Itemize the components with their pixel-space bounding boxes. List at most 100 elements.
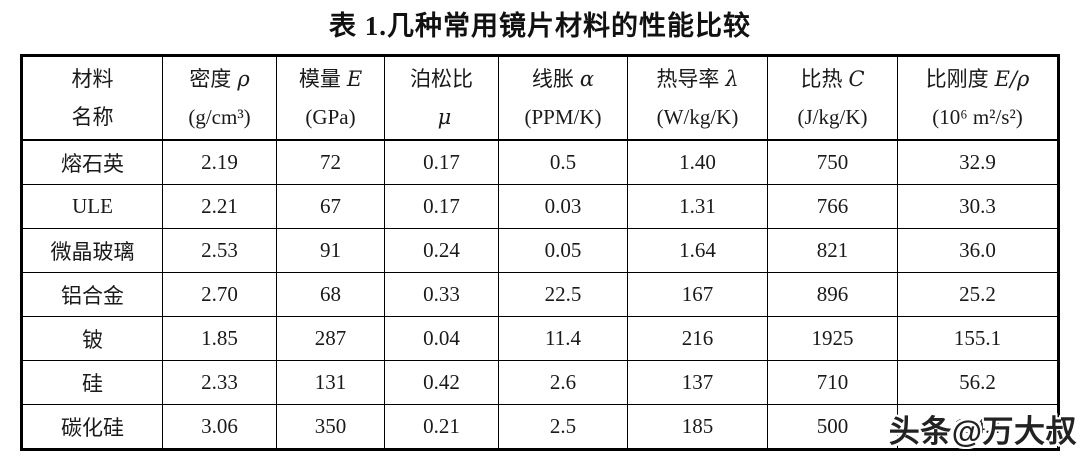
cell-value: 0.04 bbox=[384, 316, 499, 361]
cell-value: 710 bbox=[767, 360, 898, 405]
cell-value: 114.4 bbox=[897, 404, 1059, 450]
header-unit: (10⁶ m²/s²) bbox=[932, 105, 1023, 129]
column-header-poisson: 泊松比 μ bbox=[384, 55, 499, 141]
header-symbol: C bbox=[848, 67, 865, 91]
column-header-expansion: 线胀 α (PPM/K) bbox=[498, 55, 628, 141]
cell-value: 68 bbox=[276, 272, 385, 317]
header-row: 材料 名称 密度 ρ (g/cm³) 模量 E (GPa) 泊松比 μ 线胀 α bbox=[21, 55, 1059, 141]
header-text: 密度 bbox=[189, 67, 232, 91]
header-text: 热导率 bbox=[656, 67, 720, 91]
materials-performance-table: 材料 名称 密度 ρ (g/cm³) 模量 E (GPa) 泊松比 μ 线胀 α bbox=[20, 54, 1060, 451]
cell-value: 0.17 bbox=[384, 184, 499, 229]
header-unit: (g/cm³) bbox=[188, 105, 251, 129]
cell-value: 500 bbox=[767, 404, 898, 450]
header-text: 材料 bbox=[71, 67, 114, 91]
cell-value: 155.1 bbox=[897, 316, 1059, 361]
table-row-ule: ULE 2.21 67 0.17 0.03 1.31 766 30.3 bbox=[21, 184, 1059, 229]
cell-value: 0.42 bbox=[384, 360, 499, 405]
cell-material: 熔石英 bbox=[21, 139, 163, 185]
column-header-material: 材料 名称 bbox=[21, 55, 163, 141]
table-row-beryllium: 铍 1.85 287 0.04 11.4 216 1925 155.1 bbox=[21, 316, 1059, 361]
table-header: 材料 名称 密度 ρ (g/cm³) 模量 E (GPa) 泊松比 μ 线胀 α bbox=[21, 55, 1059, 141]
header-symbol: E bbox=[346, 67, 363, 91]
column-header-density: 密度 ρ (g/cm³) bbox=[162, 55, 277, 141]
cell-value: 1.31 bbox=[627, 184, 768, 229]
column-header-specific-heat: 比热 C (J/kg/K) bbox=[767, 55, 898, 141]
cell-value: 0.21 bbox=[384, 404, 499, 450]
page-title: 表 1.几种常用镜片材料的性能比较 bbox=[329, 11, 751, 41]
table-row-fused-silica: 熔石英 2.19 72 0.17 0.5 1.40 750 32.9 bbox=[21, 139, 1059, 185]
cell-value: 350 bbox=[276, 404, 385, 450]
cell-value: 0.05 bbox=[498, 228, 628, 273]
table-row-silicon-carbide: 碳化硅 3.06 350 0.21 2.5 185 500 114.4 bbox=[21, 404, 1059, 450]
cell-value: 1.64 bbox=[627, 228, 768, 273]
cell-value: 22.5 bbox=[498, 272, 628, 317]
header-unit: (PPM/K) bbox=[524, 105, 602, 129]
cell-value: 131 bbox=[276, 360, 385, 405]
cell-value: 91 bbox=[276, 228, 385, 273]
column-header-specific-stiffness: 比刚度 E/ρ (10⁶ m²/s²) bbox=[897, 55, 1059, 141]
cell-value: 287 bbox=[276, 316, 385, 361]
cell-value: 2.70 bbox=[162, 272, 277, 317]
cell-value: 72 bbox=[276, 139, 385, 185]
table-row-glass-ceramic: 微晶玻璃 2.53 91 0.24 0.05 1.64 821 36.0 bbox=[21, 228, 1059, 273]
cell-value: 2.5 bbox=[498, 404, 628, 450]
cell-value: 216 bbox=[627, 316, 768, 361]
cell-value: 821 bbox=[767, 228, 898, 273]
cell-value: 67 bbox=[276, 184, 385, 229]
cell-value: 1.40 bbox=[627, 139, 768, 185]
header-symbol: μ bbox=[437, 105, 452, 129]
header-unit: (GPa) bbox=[305, 105, 356, 129]
cell-value: 30.3 bbox=[897, 184, 1059, 229]
column-header-modulus: 模量 E (GPa) bbox=[276, 55, 385, 141]
header-symbol: E/ρ bbox=[994, 67, 1030, 91]
cell-value: 1.85 bbox=[162, 316, 277, 361]
cell-value: 0.24 bbox=[384, 228, 499, 273]
cell-value: 2.6 bbox=[498, 360, 628, 405]
cell-value: 167 bbox=[627, 272, 768, 317]
cell-value: 2.33 bbox=[162, 360, 277, 405]
cell-value: 185 bbox=[627, 404, 768, 450]
cell-value: 2.21 bbox=[162, 184, 277, 229]
header-text: 线胀 bbox=[531, 67, 574, 91]
cell-material: 硅 bbox=[21, 360, 163, 405]
cell-material: 微晶玻璃 bbox=[21, 228, 163, 273]
header-unit: (W/kg/K) bbox=[656, 105, 739, 129]
header-symbol: ρ bbox=[237, 67, 250, 91]
header-text: 泊松比 bbox=[410, 67, 473, 91]
header-symbol: λ bbox=[725, 67, 739, 91]
cell-value: 0.5 bbox=[498, 139, 628, 185]
cell-value: 750 bbox=[767, 139, 898, 185]
header-text: 比热 bbox=[800, 67, 843, 91]
table-row-aluminum-alloy: 铝合金 2.70 68 0.33 22.5 167 896 25.2 bbox=[21, 272, 1059, 317]
cell-value: 0.03 bbox=[498, 184, 628, 229]
cell-material: 碳化硅 bbox=[21, 404, 163, 450]
cell-value: 766 bbox=[767, 184, 898, 229]
table-body: 熔石英 2.19 72 0.17 0.5 1.40 750 32.9 ULE 2… bbox=[21, 139, 1059, 450]
table-row-silicon: 硅 2.33 131 0.42 2.6 137 710 56.2 bbox=[21, 360, 1059, 405]
cell-material: 铝合金 bbox=[21, 272, 163, 317]
header-unit: 名称 bbox=[71, 105, 114, 129]
cell-value: 0.33 bbox=[384, 272, 499, 317]
cell-value: 2.19 bbox=[162, 139, 277, 185]
cell-value: 2.53 bbox=[162, 228, 277, 273]
cell-value: 56.2 bbox=[897, 360, 1059, 405]
header-text: 模量 bbox=[298, 67, 341, 91]
cell-value: 25.2 bbox=[897, 272, 1059, 317]
header-symbol: α bbox=[579, 67, 595, 91]
cell-material: 铍 bbox=[21, 316, 163, 361]
cell-material: ULE bbox=[21, 184, 163, 229]
column-header-conductivity: 热导率 λ (W/kg/K) bbox=[627, 55, 768, 141]
cell-value: 3.06 bbox=[162, 404, 277, 450]
header-unit: (J/kg/K) bbox=[797, 105, 868, 129]
cell-value: 1925 bbox=[767, 316, 898, 361]
cell-value: 36.0 bbox=[897, 228, 1059, 273]
header-text: 比刚度 bbox=[925, 67, 989, 91]
cell-value: 11.4 bbox=[498, 316, 628, 361]
cell-value: 0.17 bbox=[384, 139, 499, 185]
watermark: 头条@万大叔 bbox=[888, 414, 1077, 449]
cell-value: 32.9 bbox=[897, 139, 1059, 185]
cell-value: 137 bbox=[627, 360, 768, 405]
cell-value: 896 bbox=[767, 272, 898, 317]
